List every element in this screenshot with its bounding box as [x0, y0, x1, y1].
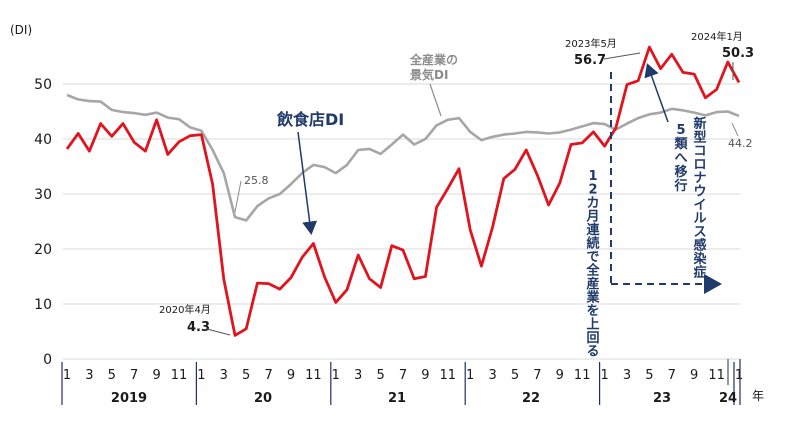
- low-allind-value: 25.8: [244, 174, 269, 187]
- all-industry-label-line2: 景気DI: [410, 67, 448, 82]
- x-tick-label-year: 21: [388, 391, 406, 406]
- x-tick-label-month: 9: [152, 368, 160, 383]
- x-tick-label-year: 22: [522, 391, 540, 406]
- x-tick-label-year: 23: [653, 391, 671, 406]
- x-tick-label-month: 9: [690, 368, 698, 383]
- low-value-label: 4.3: [187, 320, 210, 335]
- y-tick-label: 20: [34, 242, 52, 258]
- x-axis: 1 3 5 7 9 11 1 3 5 7 9 11 1 3 5 7 9 11 1 3 5 7 9 11 1 3 5 7 9 11 12019…: [61, 359, 743, 406]
- x-tick-label-month: 11: [440, 368, 457, 383]
- x-tick-label-month: 5: [108, 368, 116, 383]
- peak-value-label: 56.7: [574, 53, 606, 68]
- x-tick-label-month: 5: [511, 368, 519, 383]
- last-value-label: 50.3: [722, 46, 754, 61]
- series-lines: [65, 45, 741, 337]
- x-tick-label-month: 5: [645, 368, 653, 383]
- all-industry-label-line1: 全産業の: [409, 52, 458, 67]
- x-tick-label-month: 7: [264, 368, 272, 383]
- x-tick-label-year: 20: [254, 391, 272, 406]
- low-allind-leader: [234, 180, 242, 213]
- all-industry-leader: [429, 83, 442, 117]
- x-tick-label-month: 5: [242, 368, 250, 383]
- x-tick-label-month: 3: [220, 368, 228, 383]
- year-suffix: 年: [752, 389, 764, 403]
- x-tick-label-month: 11: [574, 368, 591, 383]
- x-tick-label-month: 7: [130, 368, 138, 383]
- x-tick-label-month: 1: [600, 368, 608, 383]
- covid-annotation-line1: 新型コロナウイルス感染症: [692, 116, 707, 281]
- x-tick-label-month: 5: [376, 368, 384, 383]
- y-gridlines: [63, 83, 740, 360]
- x-tick-label-month: 1: [735, 368, 743, 383]
- x-tick-label-month: 9: [556, 368, 564, 383]
- x-tick-label-month: 9: [421, 368, 429, 383]
- all-industry-di-line: [66, 93, 740, 222]
- y-tick-label: 30: [34, 187, 52, 203]
- peak-leader: [603, 52, 641, 60]
- x-tick-label-month: 1: [466, 368, 474, 383]
- peak-date-label: 2023年5月: [565, 37, 617, 50]
- x-tick-label-month: 1: [332, 368, 340, 383]
- last-allind-value: 44.2: [728, 137, 753, 150]
- x-tick-label-month: 9: [287, 368, 295, 383]
- covid-arrow: [644, 63, 669, 123]
- x-tick-label-month: 3: [623, 368, 631, 383]
- y-tick-label: 40: [34, 132, 52, 148]
- x-tick-label-month: 1: [197, 368, 205, 383]
- y-tick-label: 10: [34, 297, 52, 313]
- last-allind-leader: [731, 122, 739, 137]
- x-tick-label-year: 2019: [111, 391, 147, 406]
- x-tick-label-month: 11: [708, 368, 725, 383]
- streak-annotation: 1 2 カ月連続で全産業を上回る: [585, 169, 600, 360]
- y-tick-label: 0: [43, 352, 52, 368]
- restaurant-di-line: [65, 45, 741, 337]
- x-tick-label-month: 7: [668, 368, 676, 383]
- y-axis-unit-label: (DI): [10, 23, 32, 37]
- restaurant-di-label: 飲食店DI: [276, 110, 344, 129]
- x-tick-label-year: 24: [719, 391, 737, 406]
- x-tick-label-month: 3: [488, 368, 496, 383]
- x-tick-label-month: 11: [171, 368, 188, 383]
- x-tick-label-month: 3: [354, 368, 362, 383]
- x-tick-label-month: 1: [63, 368, 71, 383]
- low-leader: [206, 328, 231, 336]
- x-tick-label-month: 7: [399, 368, 407, 383]
- x-tick-label-month: 3: [85, 368, 93, 383]
- x-tick-label-month: 11: [305, 368, 322, 383]
- low-date-label: 2020年4月: [159, 303, 211, 316]
- last-date-label: 2024年1月: [691, 30, 743, 43]
- restaurant-di-arrow: [297, 131, 318, 235]
- y-tick-label: 50: [34, 77, 52, 93]
- y-tick-labels: 0 10 20 30 40 50: [34, 77, 52, 368]
- covid-annotation-line2: 5 類へ移行: [673, 123, 688, 194]
- x-tick-label-month: 7: [533, 368, 541, 383]
